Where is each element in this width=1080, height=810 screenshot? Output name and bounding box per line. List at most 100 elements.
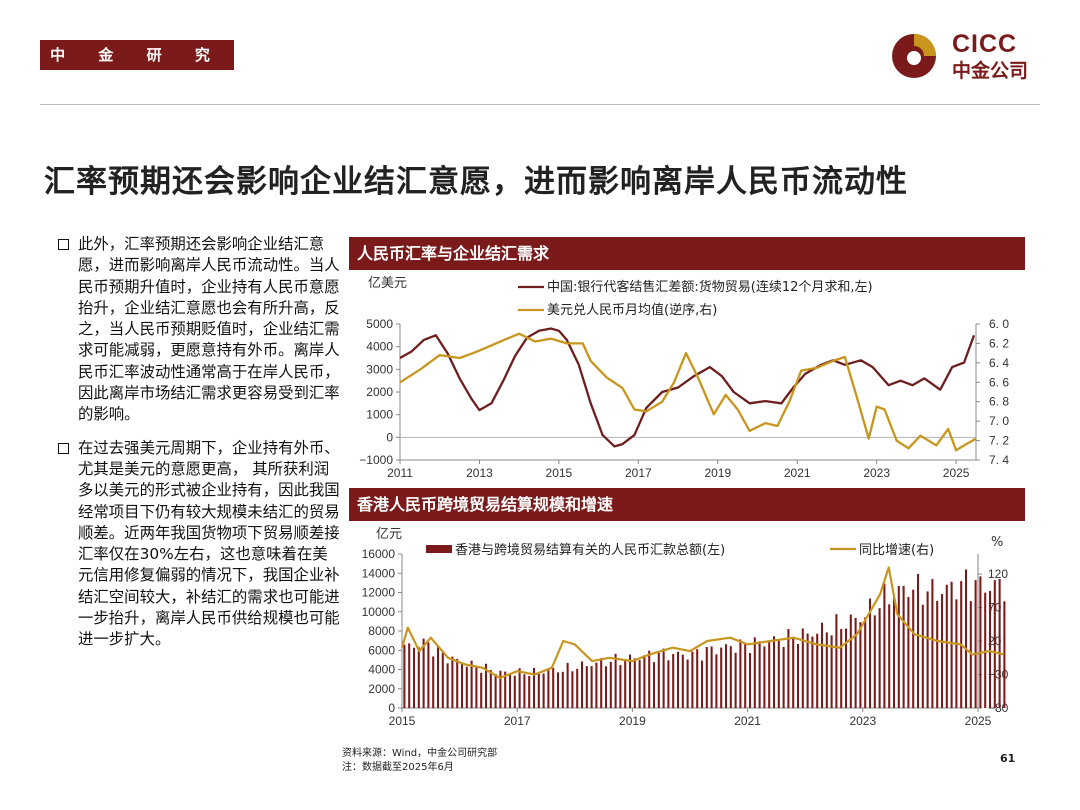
bar-remittance — [724, 644, 728, 708]
bar-remittance — [825, 632, 828, 708]
bar-remittance — [451, 656, 454, 708]
bar-remittance — [715, 654, 718, 708]
bar-remittance — [816, 633, 819, 708]
bar-remittance — [844, 628, 848, 708]
bar-remittance — [864, 617, 867, 708]
bar-remittance — [638, 660, 641, 708]
bar-remittance — [667, 660, 670, 708]
bar-remittance — [792, 638, 795, 708]
bullet-item: 此外，汇率预期还会影响企业结汇意愿，进而影响离岸人民币流动性。当人民币预期升值时… — [58, 234, 340, 426]
bar-remittance — [427, 642, 430, 708]
bullet-text: 在过去强美元周期下，企业持有外币、尤其是美元的意愿更高， 其所获利润多以美元的形… — [78, 438, 340, 649]
bar-remittance — [652, 662, 656, 708]
bar-remittance — [739, 639, 742, 708]
series-line-yoy — [400, 566, 1005, 679]
bar-remittance — [984, 592, 987, 708]
bar-remittance — [931, 579, 934, 708]
bar-remittance — [604, 666, 608, 708]
bar-remittance — [432, 656, 435, 708]
bar-remittance — [446, 663, 449, 708]
bar-remittance — [964, 569, 968, 708]
bar-remittance — [556, 672, 560, 708]
chart1-left-tick-label: 5000 — [366, 317, 393, 331]
bar-remittance — [806, 633, 809, 708]
bar-remittance — [902, 585, 905, 708]
bar-remittance — [772, 636, 776, 708]
bar-remittance — [691, 651, 694, 708]
bar-remittance — [888, 604, 891, 708]
bar-remittance — [1003, 601, 1006, 708]
bar-remittance — [494, 673, 497, 708]
bar-remittance — [484, 663, 488, 708]
page-number: 61 — [1000, 752, 1016, 765]
bar-remittance — [974, 580, 977, 708]
bar-remittance — [614, 653, 617, 708]
legend-swatch-remittance — [426, 545, 452, 553]
source-note: 资料来源：Wind，中金公司研究部 — [342, 748, 498, 759]
bar-remittance — [729, 646, 732, 708]
chart1-left-tick-label: −1000 — [359, 453, 393, 467]
bar-remittance — [782, 647, 785, 708]
bar-remittance — [518, 668, 521, 708]
bar-remittance — [422, 638, 425, 708]
bar-remittance — [465, 666, 468, 708]
bar-remittance — [513, 675, 516, 708]
bar-remittance — [609, 661, 612, 708]
bar-remittance — [768, 642, 771, 708]
bar-remittance — [820, 622, 824, 708]
bar-remittance — [475, 666, 478, 708]
chart1-right-tick-label: 6. 6 — [989, 375, 1009, 389]
legend-label-settlement: 中国:银行代客结售汇差额:货物贸易(连续12个月求和,左) — [547, 279, 873, 295]
chart1-left-tick-label: 4000 — [366, 340, 393, 354]
bar-remittance — [696, 649, 699, 708]
header-divider — [40, 104, 1040, 105]
chart2-x-tick-label: 2021 — [734, 714, 761, 728]
chart1-title: 人民币汇率与企业结汇需求 — [349, 237, 1025, 270]
bar-remittance — [950, 581, 953, 708]
bar-remittance — [705, 647, 708, 708]
chart1-right-tick-label: 6. 2 — [989, 336, 1009, 350]
bar-remittance — [489, 670, 492, 708]
chart2-x-tick-label: 2017 — [504, 714, 531, 728]
chart1-left-unit: 亿美元 — [368, 276, 407, 291]
bar-remittance — [470, 660, 473, 708]
bar-remittance — [408, 643, 411, 708]
bar-remittance — [633, 658, 636, 708]
bar-remittance — [571, 671, 574, 708]
bullet-list: 此外，汇率预期还会影响企业结汇意愿，进而影响离岸人民币流动性。当人民币预期升值时… — [58, 234, 340, 663]
bar-remittance — [590, 666, 593, 708]
bar-remittance — [945, 584, 948, 708]
bar-remittance — [830, 635, 833, 708]
bar-remittance — [412, 647, 416, 708]
series-line-usdcny — [399, 332, 977, 452]
bar-remittance — [710, 646, 713, 708]
chart2-left-tick-label: 8000 — [368, 624, 395, 638]
chart1-left-tick-label: 1000 — [366, 408, 393, 422]
bar-remittance — [403, 644, 406, 708]
bar-remittance — [993, 580, 996, 708]
chart1-rmb-fx-vs-settlement: 亿美元 中国:银行代客结售汇差额:货物贸易(连续12个月求和,左) 美元兑人民币月均… — [359, 276, 1009, 480]
bar-remittance — [758, 641, 761, 708]
bar-remittance — [835, 614, 838, 708]
bar-remittance — [595, 662, 598, 708]
chart1-right-tick-label: 6. 8 — [989, 395, 1009, 409]
logo-text-cn: 中金公司 — [952, 60, 1029, 82]
chart1-right-tick-label: 7. 4 — [989, 453, 1009, 467]
legend-label-yoy: 同比增速(右) — [859, 543, 934, 558]
chart2-left-tick-label: 4000 — [368, 663, 395, 677]
bar-remittance — [720, 647, 723, 708]
legend-label-remittance: 香港与跨境贸易结算有关的人民币汇款总额(左) — [455, 542, 725, 558]
chart1-right-tick-label: 6. 4 — [989, 356, 1009, 370]
chart2-left-tick-label: 12000 — [362, 586, 396, 600]
bar-remittance — [849, 614, 852, 708]
bar-remittance — [672, 654, 675, 708]
bar-remittance — [777, 640, 780, 708]
square-bullet-icon — [58, 442, 69, 454]
chart2-right-tick-label: −30 — [988, 668, 1009, 682]
chart2-x-tick-label: 2025 — [965, 714, 992, 728]
bar-remittance — [897, 585, 900, 708]
bar-remittance — [624, 659, 627, 708]
bar-remittance — [700, 660, 704, 708]
bar-remittance — [657, 652, 660, 708]
chart2-left-tick-label: 16000 — [362, 547, 396, 561]
